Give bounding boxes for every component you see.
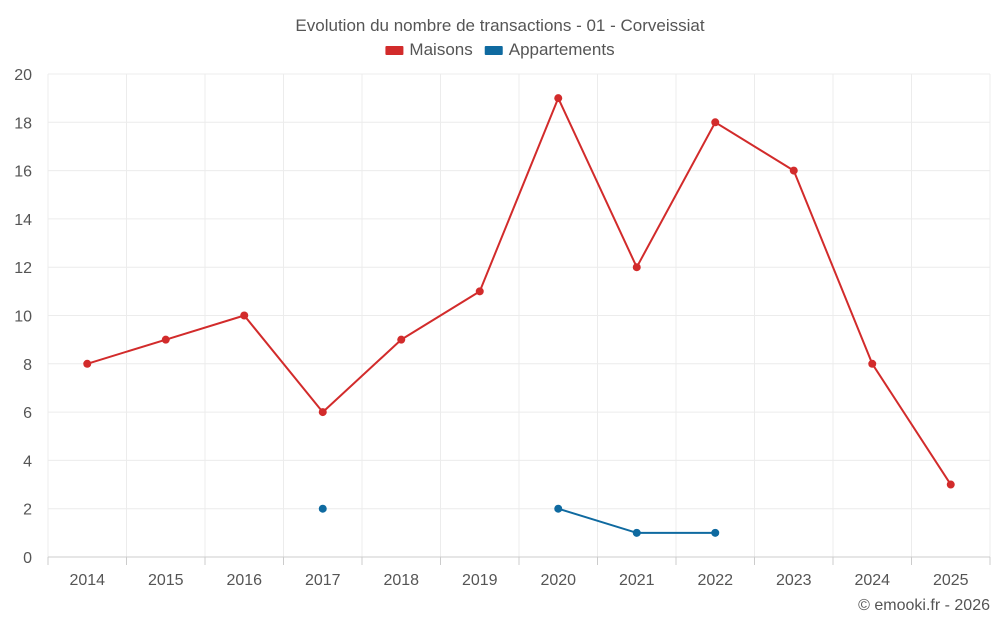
x-tick-label: 2022: [697, 572, 733, 589]
data-point-maisons-2019[interactable]: [475, 287, 484, 296]
y-tick-label: 4: [23, 453, 32, 470]
y-axis: 0 2 4 6 8 10 12 14 16 18 20: [14, 67, 32, 567]
x-tick-label: 2017: [305, 572, 341, 589]
x-tick-label: 2014: [69, 572, 105, 589]
chart-title: Evolution du nombre de transactions - 01…: [295, 16, 704, 35]
data-point-appartements-2022[interactable]: [711, 528, 720, 537]
x-tick-label: 2018: [383, 572, 419, 589]
x-tick-label: 2016: [226, 572, 262, 589]
data-point-appartements-2020[interactable]: [554, 504, 563, 513]
legend[interactable]: Maisons Appartements: [385, 40, 615, 59]
y-tick-label: 14: [14, 212, 32, 229]
x-tick-label: 2025: [933, 572, 969, 589]
y-tick-label: 18: [14, 115, 32, 132]
data-point-maisons-2020[interactable]: [554, 94, 563, 103]
y-tick-label: 2: [23, 502, 32, 519]
y-tick-label: 6: [23, 405, 32, 422]
x-tick-label: 2015: [148, 572, 184, 589]
data-point-appartements-2017[interactable]: [318, 504, 327, 513]
data-point-maisons-2014[interactable]: [83, 359, 92, 368]
legend-swatch-maisons: [385, 46, 404, 55]
y-tick-label: 0: [23, 550, 32, 567]
x-tick-label: 2023: [776, 572, 812, 589]
y-tick-label: 8: [23, 357, 32, 374]
legend-label-appartements: Appartements: [509, 40, 615, 59]
gridlines: [47, 73, 991, 557]
data-point-maisons-2024[interactable]: [868, 359, 877, 368]
y-tick-label: 12: [14, 260, 32, 277]
x-axis: 2014 2015 2016 2017 2018 2019 2020 2021 2022 2023…: [47, 556, 991, 589]
y-tick-label: 20: [14, 67, 32, 84]
credit: © emooki.fr - 2026: [858, 597, 990, 614]
data-point-maisons-2021[interactable]: [632, 263, 641, 272]
y-tick-label: 16: [14, 164, 32, 181]
x-tick-label: 2020: [540, 572, 576, 589]
data-point-maisons-2025[interactable]: [946, 480, 955, 489]
legend-label-maisons: Maisons: [409, 40, 472, 59]
series-group: [83, 94, 955, 537]
x-tick-label: 2021: [619, 572, 655, 589]
data-point-maisons-2015[interactable]: [161, 335, 170, 344]
data-point-maisons-2017[interactable]: [318, 408, 327, 417]
data-point-maisons-2016[interactable]: [240, 311, 249, 320]
series-line-maisons: [86, 97, 952, 486]
x-tick-label: 2024: [854, 572, 890, 589]
legend-swatch-appartements: [484, 46, 503, 55]
data-point-maisons-2023[interactable]: [789, 166, 798, 175]
series-maisons: [83, 94, 955, 489]
y-tick-label: 10: [14, 309, 32, 326]
legend-item-maisons[interactable]: Maisons: [385, 40, 473, 59]
data-point-maisons-2018[interactable]: [397, 335, 406, 344]
x-tick-label: 2019: [462, 572, 498, 589]
legend-item-appartements[interactable]: Appartements: [484, 40, 615, 59]
data-point-maisons-2022[interactable]: [711, 118, 720, 127]
series-appartements: [318, 504, 720, 537]
data-point-appartements-2021[interactable]: [632, 528, 641, 537]
